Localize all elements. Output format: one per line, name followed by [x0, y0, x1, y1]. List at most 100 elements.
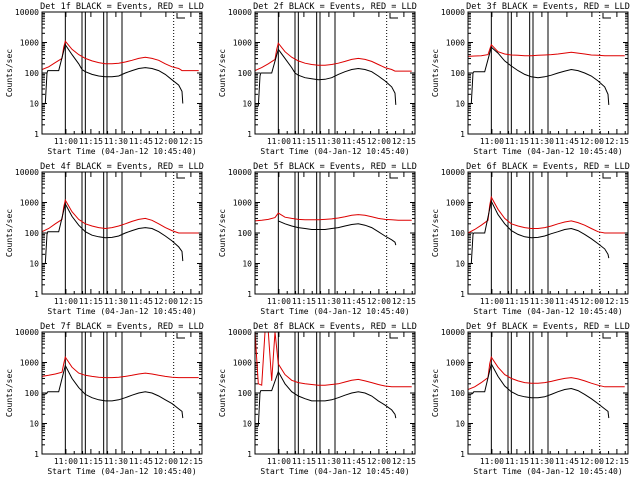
- x-tick-label: 11:15: [292, 297, 316, 306]
- x-tick-label: 12:15: [392, 137, 416, 146]
- x-tick-label: 11:30: [104, 137, 128, 146]
- panel-title: Det 9f BLACK = Events, RED = LLD: [466, 322, 630, 332]
- plot-frame: [41, 171, 203, 295]
- x-tick-label: 11:30: [530, 137, 554, 146]
- x-tick-label: 11:00: [267, 297, 291, 306]
- x-axis-label: Start Time (04-Jan-12 10:45:40): [47, 307, 196, 316]
- y-tick-label: 1: [460, 130, 465, 139]
- x-tick-label: 11:00: [54, 137, 78, 146]
- series-lld: [468, 355, 625, 390]
- series-lld: [42, 198, 199, 234]
- y-tick-label: 1: [247, 130, 252, 139]
- series-lld: [42, 40, 199, 72]
- series-lld: [255, 332, 412, 388]
- x-tick-label: 11:00: [480, 137, 504, 146]
- y-tick-label: 100: [238, 229, 253, 238]
- panel-4: Det 4f BLACK = Events, RED = LLD 1 10 100 10…: [5, 162, 204, 316]
- y-axis-label: Counts/sec: [5, 209, 14, 257]
- series-lld: [42, 355, 199, 379]
- y-tick-label: 10: [29, 420, 39, 429]
- y-axis-label: Counts/sec: [5, 49, 14, 97]
- plot-area: [255, 12, 412, 134]
- x-tick-label: 12:00: [367, 297, 391, 306]
- y-tick-label: 10: [455, 420, 465, 429]
- y-axis-label: Counts/sec: [5, 369, 14, 417]
- plot-frame: [41, 331, 203, 455]
- y-tick-label: 100: [25, 69, 40, 78]
- y-tick-label: 100: [451, 69, 466, 78]
- y-tick-label: 10000: [228, 168, 252, 177]
- plot-area: [468, 12, 625, 134]
- y-tick-label: 10000: [15, 8, 39, 17]
- panel-1: Det 1f BLACK = Events, RED = LLD 1 10 100 10…: [5, 2, 204, 156]
- y-tick-label: 1: [460, 290, 465, 299]
- x-tick-label: 12:00: [580, 457, 604, 466]
- x-tick-label: 11:00: [267, 457, 291, 466]
- x-axis-label: Start Time (04-Jan-12 10:45:40): [47, 467, 196, 476]
- y-axis-label: Counts/sec: [431, 209, 440, 257]
- y-tick-label: 10: [29, 100, 39, 109]
- y-tick-label: 1: [247, 290, 252, 299]
- y-tick-label: 10000: [441, 8, 465, 17]
- x-tick-label: 11:00: [267, 137, 291, 146]
- panel-3: Det 3f BLACK = Events, RED = LLD 1 10 100 10…: [431, 2, 630, 156]
- panel-5: Det 5f BLACK = Events, RED = LLD 1 10 100 10…: [218, 162, 417, 316]
- y-tick-label: 100: [25, 389, 40, 398]
- x-tick-label: 12:15: [605, 137, 629, 146]
- panel-7: Det 7f BLACK = Events, RED = LLD 1 10 100 10…: [5, 322, 204, 476]
- series-lld: [255, 42, 412, 72]
- x-tick-label: 11:15: [79, 137, 103, 146]
- bracket-mark: [389, 173, 398, 179]
- plot-area: [42, 12, 199, 134]
- y-axis-label: Counts/sec: [431, 369, 440, 417]
- y-tick-label: 1000: [446, 359, 465, 368]
- panel-title: Det 4f BLACK = Events, RED = LLD: [40, 162, 204, 172]
- x-tick-label: 12:00: [580, 137, 604, 146]
- series-events: [470, 362, 610, 419]
- panel-title: Det 7f BLACK = Events, RED = LLD: [40, 322, 204, 332]
- y-tick-label: 10: [242, 420, 252, 429]
- plot-frame: [467, 331, 629, 455]
- x-tick-label: 11:15: [292, 457, 316, 466]
- x-tick-label: 11:30: [530, 297, 554, 306]
- x-tick-label: 11:00: [480, 457, 504, 466]
- x-tick-label: 12:15: [179, 297, 203, 306]
- series-events: [278, 220, 397, 246]
- series-events: [470, 199, 610, 264]
- x-tick-label: 11:45: [129, 457, 153, 466]
- y-axis-label: Counts/sec: [218, 209, 227, 257]
- y-tick-label: 10000: [228, 8, 252, 17]
- y-tick-label: 1000: [20, 199, 39, 208]
- bracket-mark: [176, 333, 185, 339]
- y-tick-label: 10: [29, 260, 39, 269]
- y-tick-label: 10: [455, 100, 465, 109]
- series-lld: [468, 195, 625, 234]
- x-axis-label: Start Time (04-Jan-12 10:45:40): [473, 147, 622, 156]
- y-tick-label: 10000: [228, 328, 252, 337]
- x-axis-label: Start Time (04-Jan-12 10:45:40): [260, 147, 409, 156]
- plot-area: [468, 332, 625, 454]
- panel-9: Det 9f BLACK = Events, RED = LLD 1 10 100 10…: [431, 322, 630, 476]
- y-tick-label: 10000: [15, 168, 39, 177]
- plot-frame: [254, 171, 416, 295]
- y-tick-label: 1000: [20, 39, 39, 48]
- x-tick-label: 11:45: [555, 457, 579, 466]
- x-tick-label: 11:45: [342, 457, 366, 466]
- x-axis-label: Start Time (04-Jan-12 10:45:40): [473, 467, 622, 476]
- panel-6: Det 6f BLACK = Events, RED = LLD 1 10 100 10…: [431, 162, 630, 316]
- x-axis-label: Start Time (04-Jan-12 10:45:40): [473, 307, 622, 316]
- panel-title: Det 5f BLACK = Events, RED = LLD: [253, 162, 417, 172]
- y-tick-label: 1: [34, 450, 39, 459]
- y-tick-label: 1000: [446, 39, 465, 48]
- x-axis-label: Start Time (04-Jan-12 10:45:40): [47, 147, 196, 156]
- x-tick-label: 12:00: [580, 297, 604, 306]
- x-tick-label: 11:45: [555, 297, 579, 306]
- x-axis-label: Start Time (04-Jan-12 10:45:40): [260, 467, 409, 476]
- series-events: [470, 46, 610, 105]
- panel-title: Det 1f BLACK = Events, RED = LLD: [40, 2, 204, 12]
- series-events: [44, 364, 184, 419]
- x-tick-label: 12:00: [367, 137, 391, 146]
- x-tick-label: 11:15: [505, 457, 529, 466]
- x-tick-label: 11:15: [505, 297, 529, 306]
